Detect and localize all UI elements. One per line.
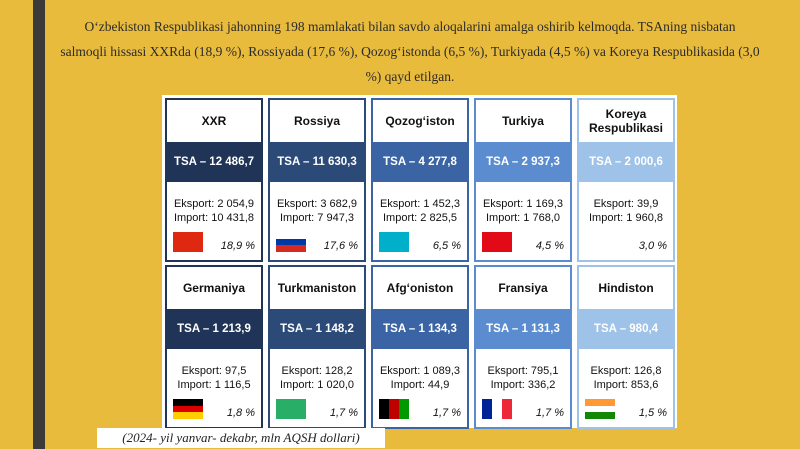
import: Import: 1 768,0: [486, 212, 560, 224]
export: Eksport: 1 089,3: [379, 365, 461, 377]
country-name: XXR: [201, 114, 227, 128]
export: Eksport: 126,8: [590, 365, 662, 377]
flag-stripe: [276, 245, 306, 253]
flag: [482, 232, 512, 252]
flag: [482, 399, 512, 419]
flag: [276, 232, 306, 253]
turnover: TSA – 11 630,3: [270, 142, 364, 182]
export: Eksport: 128,2: [281, 365, 353, 377]
country-name: Turkiya: [502, 114, 544, 128]
share: 17,6 %: [323, 240, 358, 252]
import: Import: 1 960,8: [589, 212, 663, 224]
share: 1,7 %: [329, 407, 358, 419]
turnover: TSA – 1 148,2: [270, 309, 364, 349]
flag: [276, 399, 306, 419]
share: 1,8 %: [226, 407, 255, 419]
turnover: TSA – 4 277,8: [373, 142, 467, 182]
flag: [173, 399, 203, 420]
flag-stripe: [389, 399, 399, 419]
flag-stripe: [482, 399, 492, 419]
share: 1,5 %: [638, 407, 667, 419]
country-card: Koreya Respublikasi TSA – 2 000,6 Eksport:…: [577, 98, 675, 262]
share: 1,7 %: [432, 407, 461, 419]
export: Eksport: 795,1: [487, 365, 559, 377]
turnover: TSA – 1 134,3: [373, 309, 467, 349]
country-card: Hindiston TSA – 980,4 Eksport: 126,8 Import…: [577, 265, 675, 429]
import: Import: 7 947,3: [280, 212, 354, 224]
flag-stripe: [276, 232, 306, 239]
paragraph: O‘zbekiston Respublikasi jahonning 198 m…: [60, 19, 760, 84]
country-name: Germaniya: [182, 281, 246, 295]
turnover: TSA – 12 486,7: [167, 142, 261, 182]
turnover: TSA – 1 131,3: [476, 309, 570, 349]
export: Eksport: 39,9: [593, 198, 659, 210]
share: 4,5 %: [535, 240, 564, 252]
flag-stripe: [173, 405, 203, 413]
country-card: Qozog‘iston TSA – 4 277,8 Eksport: 1 452,3…: [371, 98, 469, 262]
flag: [379, 399, 409, 419]
share: 18,9 %: [220, 240, 255, 252]
country-card: Rossiya TSA – 11 630,3 Eksport: 3 682,9 Imp…: [268, 98, 366, 262]
flag-stripe: [585, 399, 615, 406]
country-name: Fransiya: [498, 281, 548, 295]
turnover: TSA – 980,4: [579, 309, 673, 349]
flag-stripe: [173, 399, 203, 406]
flag-stripe: [585, 405, 615, 413]
country-card: Turkmaniston TSA – 1 148,2 Eksport: 128,2 I…: [268, 265, 366, 429]
flag: [585, 399, 615, 420]
country-card: Fransiya TSA – 1 131,3 Eksport: 795,1 Impor…: [474, 265, 572, 429]
share: 1,7 %: [535, 407, 564, 419]
country-name: Hindiston: [598, 281, 654, 295]
flag: [173, 232, 203, 252]
import: Import: 853,6: [593, 379, 659, 391]
country-name: Qozog‘iston: [385, 114, 455, 128]
flag-stripe: [399, 399, 409, 419]
import: Import: 44,9: [390, 379, 450, 391]
turnover: TSA – 1 213,9: [167, 309, 261, 349]
export: Eksport: 3 682,9: [276, 198, 358, 210]
country-card: Afg‘oniston TSA – 1 134,3 Eksport: 1 089,3…: [371, 265, 469, 429]
import: Import: 336,2: [490, 379, 556, 391]
flag-stripe: [379, 399, 389, 419]
card-grid: XXR TSA – 12 486,7 Eksport: 2 054,9 Import:…: [162, 95, 677, 429]
country-card: XXR TSA – 12 486,7 Eksport: 2 054,9 Import:…: [165, 98, 263, 262]
share: 3,0 %: [638, 240, 667, 252]
flag-stripe: [276, 238, 306, 246]
side-bar: [33, 0, 45, 449]
flag-stripe: [173, 412, 203, 420]
flag-stripe: [585, 412, 615, 420]
country-name: Turkmaniston: [277, 281, 357, 295]
import: Import: 2 825,5: [383, 212, 457, 224]
export: Eksport: 1 169,3: [482, 198, 564, 210]
import: Import: 1 116,5: [177, 379, 251, 391]
country-card: Turkiya TSA – 2 937,3 Eksport: 1 169,3 Impo…: [474, 98, 572, 262]
flag-stripe: [502, 399, 512, 419]
export: Eksport: 1 452,3: [379, 198, 461, 210]
country-name: Afg‘oniston: [386, 281, 454, 295]
footnote: (2024- yil yanvar- dekabr, mln AQSH doll…: [97, 428, 385, 448]
turnover: TSA – 2 000,6: [579, 142, 673, 182]
import: Import: 10 431,8: [173, 212, 255, 224]
export: Eksport: 2 054,9: [173, 198, 255, 210]
country-card: Germaniya TSA – 1 213,9 Eksport: 97,5 Impor…: [165, 265, 263, 429]
flag-stripe: [492, 399, 502, 419]
import: Import: 1 020,0: [280, 379, 354, 391]
country-name: Koreya Respublikasi: [588, 107, 664, 135]
flag: [379, 232, 409, 252]
country-name: Rossiya: [293, 114, 341, 128]
export: Eksport: 97,5: [181, 365, 247, 377]
flag: [585, 232, 615, 252]
share: 6,5 %: [432, 240, 461, 252]
turnover: TSA – 2 937,3: [476, 142, 570, 182]
